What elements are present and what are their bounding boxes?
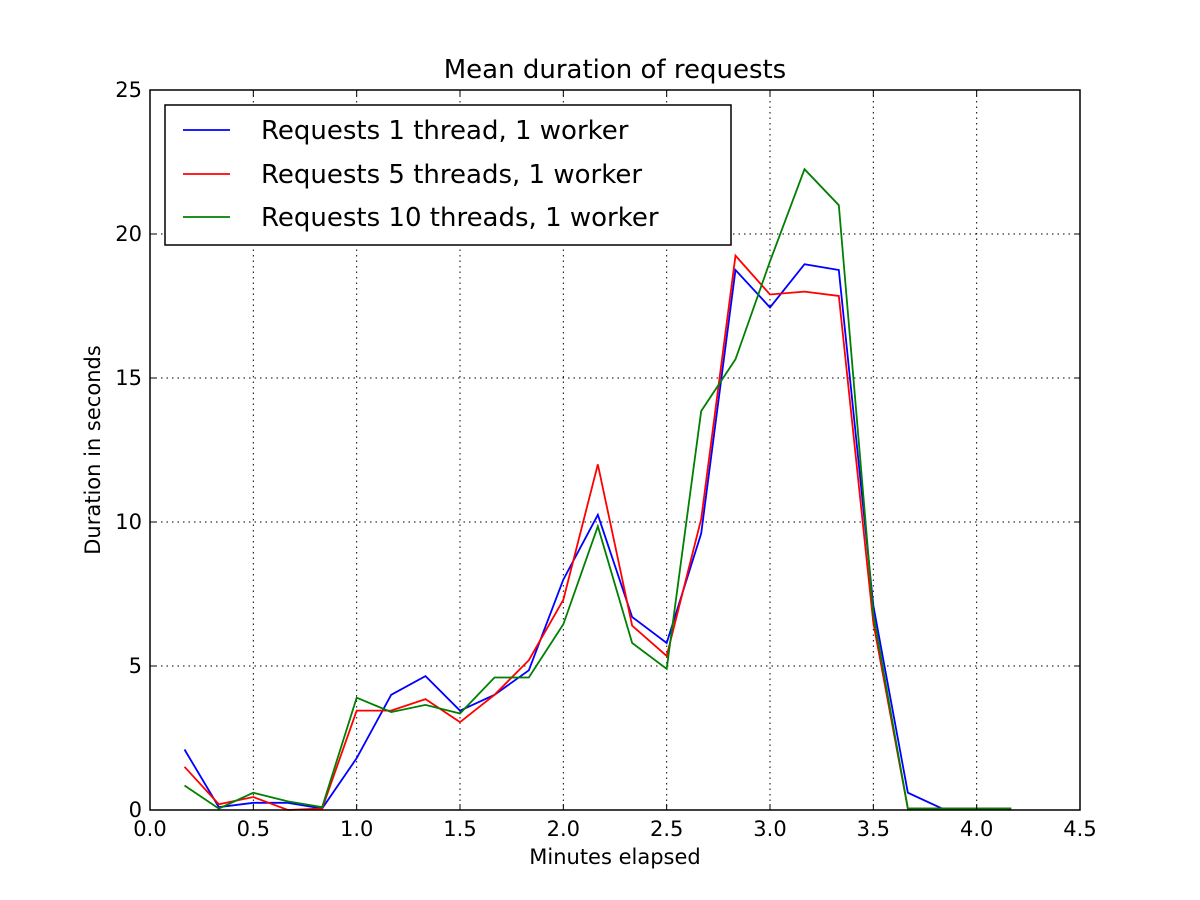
grid xyxy=(150,90,1080,810)
y-axis-title: Duration in seconds xyxy=(81,345,105,555)
x-tick-label: 4.0 xyxy=(960,817,993,841)
y-tick-label: 15 xyxy=(115,366,142,390)
axis-ticks xyxy=(149,89,1081,811)
x-tick-label: 3.5 xyxy=(857,817,890,841)
x-axis-title: Minutes elapsed xyxy=(529,845,701,869)
x-tick-label: 3.0 xyxy=(753,817,786,841)
y-tick-label: 0 xyxy=(129,798,142,822)
x-tick-label: 0.0 xyxy=(133,817,166,841)
series-line-2 xyxy=(183,253,1012,811)
x-tick-label: 2.0 xyxy=(547,817,580,841)
legend-label-2: Requests 5 threads, 1 worker xyxy=(261,160,642,190)
y-tick-label: 5 xyxy=(129,654,142,678)
y-tick-label: 20 xyxy=(115,222,142,246)
legend-label-3: Requests 10 threads, 1 worker xyxy=(261,203,659,233)
series-line-3 xyxy=(184,167,1012,810)
x-tick-label: 2.5 xyxy=(650,817,683,841)
legend-label-1: Requests 1 thread, 1 worker xyxy=(261,116,629,146)
x-tick-labels: 0.0 0.5 1.0 1.5 2.0 2.5 3.0 3.5 4.0 4.5 xyxy=(133,817,1096,841)
legend-frame xyxy=(164,104,732,246)
y-tick-label: 25 xyxy=(115,78,142,102)
x-tick-label: 0.5 xyxy=(237,817,270,841)
y-tick-labels: 0 5 10 15 20 25 xyxy=(115,78,142,822)
legend: Requests 1 thread, 1 worker Requests 5 th… xyxy=(164,104,732,246)
plot-frame xyxy=(149,89,1081,811)
x-tick-label: 1.5 xyxy=(443,817,476,841)
x-tick-label: 1.0 xyxy=(340,817,373,841)
series-group xyxy=(183,167,1012,811)
chart-title: Mean duration of requests xyxy=(444,55,786,85)
x-tick-label: 4.5 xyxy=(1063,817,1096,841)
y-tick-label: 10 xyxy=(115,510,142,534)
